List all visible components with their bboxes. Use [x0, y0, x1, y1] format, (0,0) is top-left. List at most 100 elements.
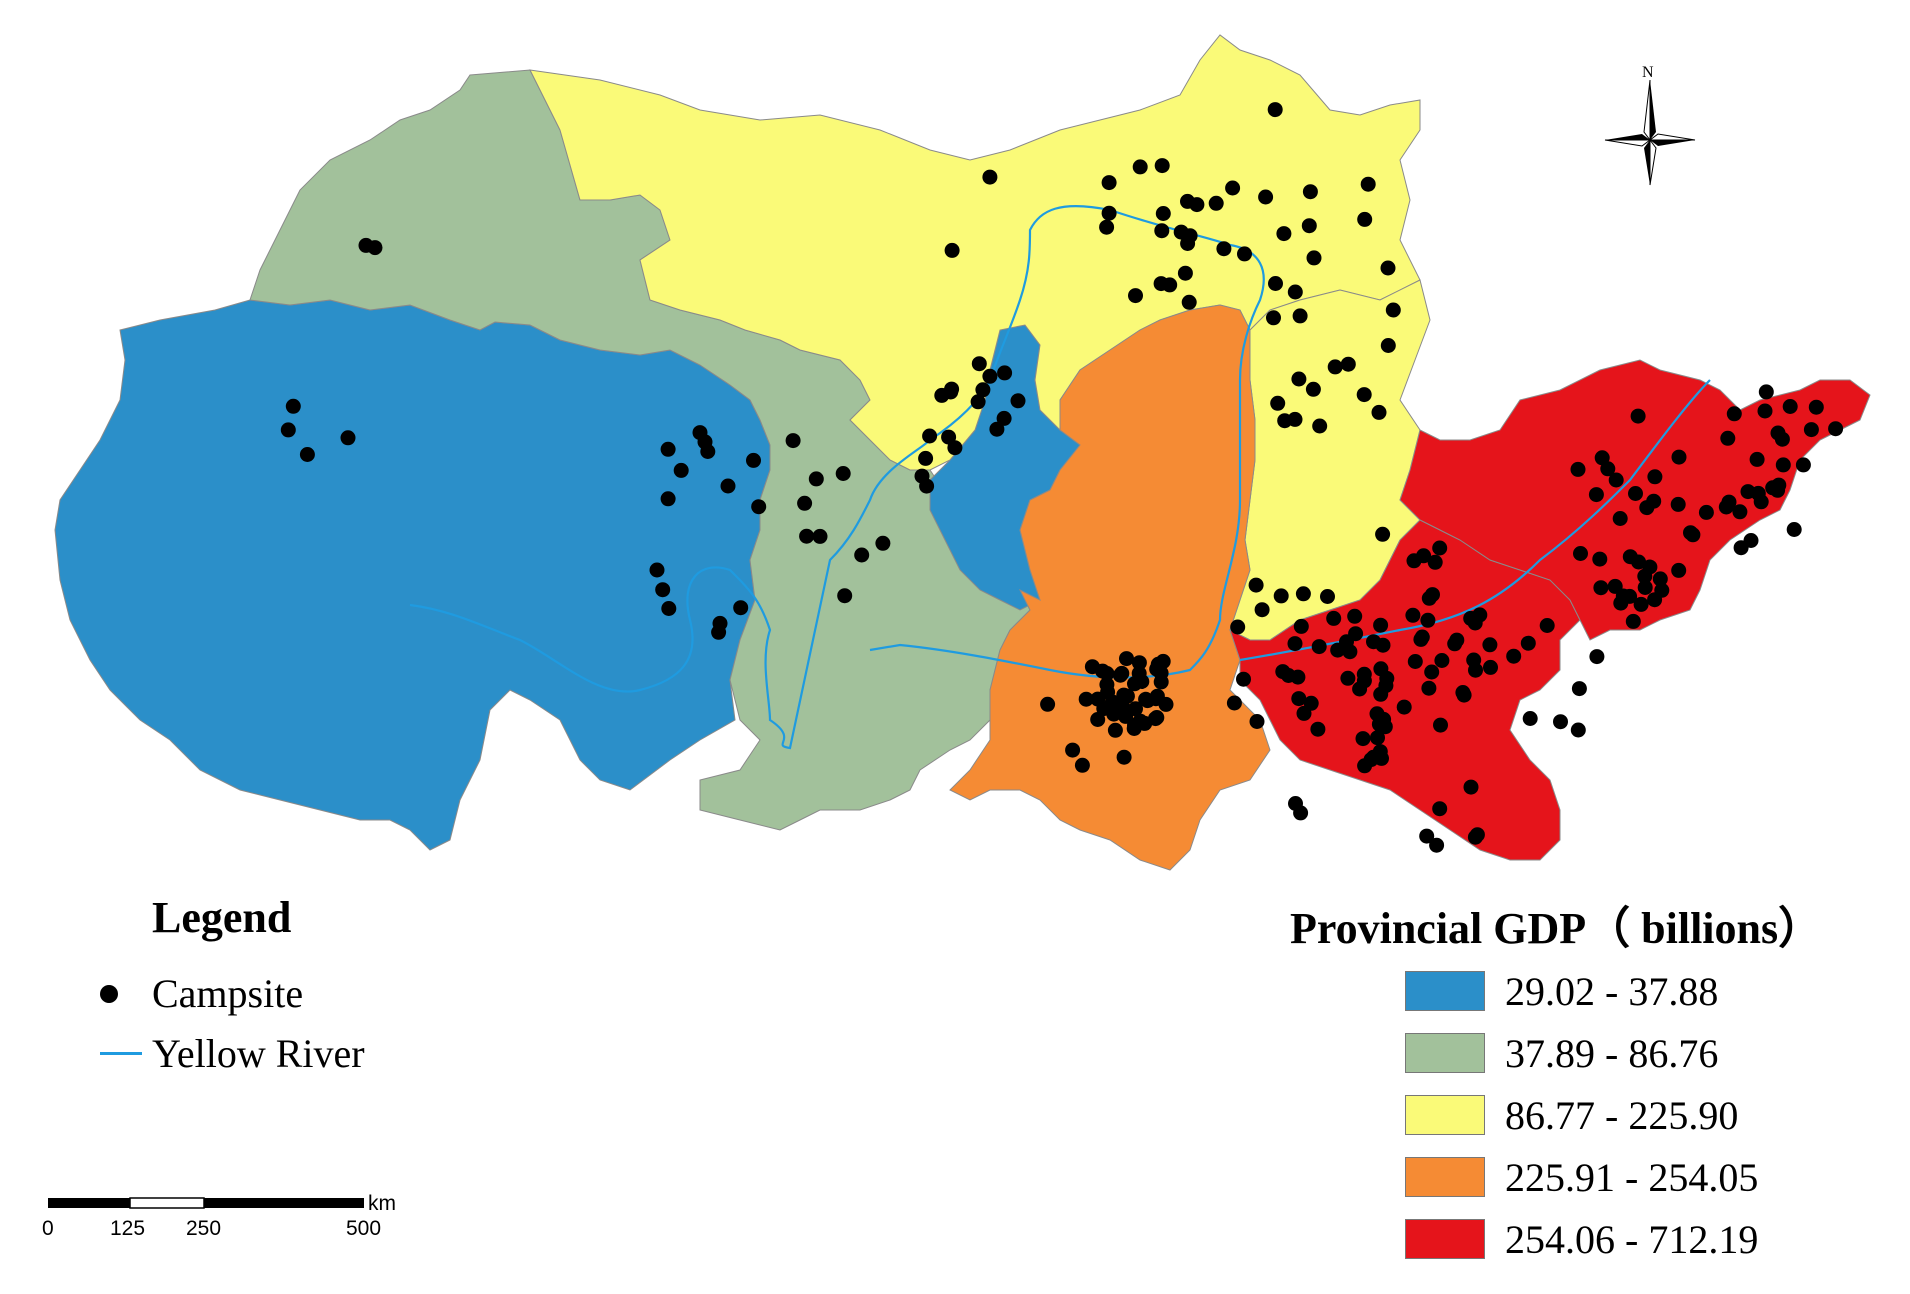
campsite-point [854, 547, 870, 563]
campsite-point [1630, 408, 1646, 424]
campsite-point [1594, 450, 1610, 466]
campsite-point [1305, 381, 1321, 397]
north-arrow-icon [1604, 79, 1696, 186]
campsite-point [1553, 714, 1568, 730]
gdp-class-label: 37.89 - 86.76 [1505, 1030, 1719, 1076]
campsite-point [1406, 553, 1422, 569]
campsite-point [1592, 551, 1608, 567]
campsite-point [1434, 653, 1450, 668]
gdp-class-row: 86.77 - 225.90 [1405, 1092, 1739, 1138]
campsite-point [1107, 722, 1123, 738]
campsite-point [1685, 527, 1701, 543]
campsite-point [1726, 406, 1742, 422]
campsite-point [1522, 711, 1538, 726]
campsite-point [1670, 496, 1686, 512]
campsite-point [1306, 250, 1322, 266]
campsite-point [1380, 338, 1396, 353]
campsite-point [1467, 615, 1483, 631]
campsite-point [692, 425, 708, 441]
campsite-point [673, 462, 689, 478]
campsite-point [1173, 224, 1189, 240]
campsite-point [1148, 711, 1163, 727]
campsite-point [835, 466, 851, 481]
campsite-point [299, 447, 315, 462]
campsite-point [1795, 457, 1811, 473]
campsite-point [1288, 796, 1303, 811]
campsite-point [1483, 659, 1498, 675]
campsite-point [1373, 617, 1389, 633]
campsite-point [1414, 629, 1430, 645]
legend-item-river: Yellow River [100, 1030, 365, 1077]
campsite-label: Campsite [152, 971, 304, 1016]
campsite-point [1340, 670, 1356, 686]
campsite-point [1266, 310, 1281, 326]
campsite-point [1311, 639, 1327, 655]
gdp-class-label: 86.77 - 225.90 [1505, 1092, 1739, 1138]
campsite-point [1625, 613, 1641, 629]
campsite-point [1570, 722, 1586, 738]
campsite-point [1608, 472, 1624, 488]
campsite-point [367, 240, 383, 256]
campsite-point [712, 615, 728, 631]
campsite-point [1628, 486, 1643, 501]
campsite-point [812, 528, 828, 544]
campsite-point [837, 588, 853, 604]
campsite-point [1749, 451, 1765, 467]
campsite-point [1375, 526, 1391, 542]
campsite-point [1352, 681, 1368, 697]
campsite-point [1698, 504, 1714, 520]
campsite-point [1339, 634, 1354, 650]
campsite-point [1427, 554, 1443, 570]
campsite-point [1622, 588, 1638, 604]
campsite-point [799, 528, 815, 544]
gdp-class-swatch [1405, 1095, 1485, 1135]
campsite-point [1010, 393, 1026, 409]
campsite-point [1162, 277, 1178, 293]
campsite-point [1671, 449, 1687, 465]
campsite-point [655, 582, 671, 598]
campsite-point [1128, 288, 1143, 304]
gdp-class-label: 225.91 - 254.05 [1505, 1154, 1759, 1200]
campsite-point [914, 468, 930, 484]
campsite-point [785, 433, 801, 449]
campsite-point [1612, 511, 1628, 526]
campsite-point [1718, 499, 1734, 515]
campsite-point [1588, 487, 1604, 503]
campsite-point [733, 600, 749, 616]
campsite-point [1593, 580, 1609, 596]
campsite-point [875, 535, 891, 551]
campsite-point [1424, 664, 1440, 680]
campsite-point [660, 441, 676, 457]
campsite-point [982, 169, 998, 185]
campsite-point [1347, 608, 1363, 624]
campsite-point [1287, 411, 1303, 427]
campsite-point [1370, 730, 1385, 746]
legend-title: Legend [152, 893, 292, 942]
campsite-point [1208, 195, 1224, 211]
campsite-point [1419, 828, 1435, 844]
campsite-point [1447, 636, 1463, 652]
campsite-point [1405, 607, 1421, 623]
campsite-point [1432, 801, 1448, 817]
campsite-point [1236, 671, 1251, 687]
gdp-class-row: 29.02 - 37.88 [1405, 969, 1718, 1014]
campsite-point [1654, 582, 1670, 598]
campsite-point [808, 471, 824, 487]
campsite-point [1380, 260, 1396, 276]
campsite-point [1230, 619, 1246, 635]
campsite-point [649, 562, 665, 578]
campsite-point [1287, 636, 1303, 652]
legend-item-campsite: Campsite [100, 970, 303, 1017]
campsite-point [1720, 430, 1736, 446]
campsite-point [1482, 637, 1498, 653]
campsite-point [1090, 691, 1106, 707]
campsite-point [1099, 677, 1115, 692]
campsite-point [944, 242, 960, 258]
river-line-icon [100, 1052, 142, 1055]
campsite-point [1432, 540, 1448, 556]
campsite-point [1808, 399, 1824, 415]
campsite-point [1589, 649, 1605, 665]
campsite-point [1407, 654, 1423, 669]
campsite-point [1340, 356, 1356, 372]
